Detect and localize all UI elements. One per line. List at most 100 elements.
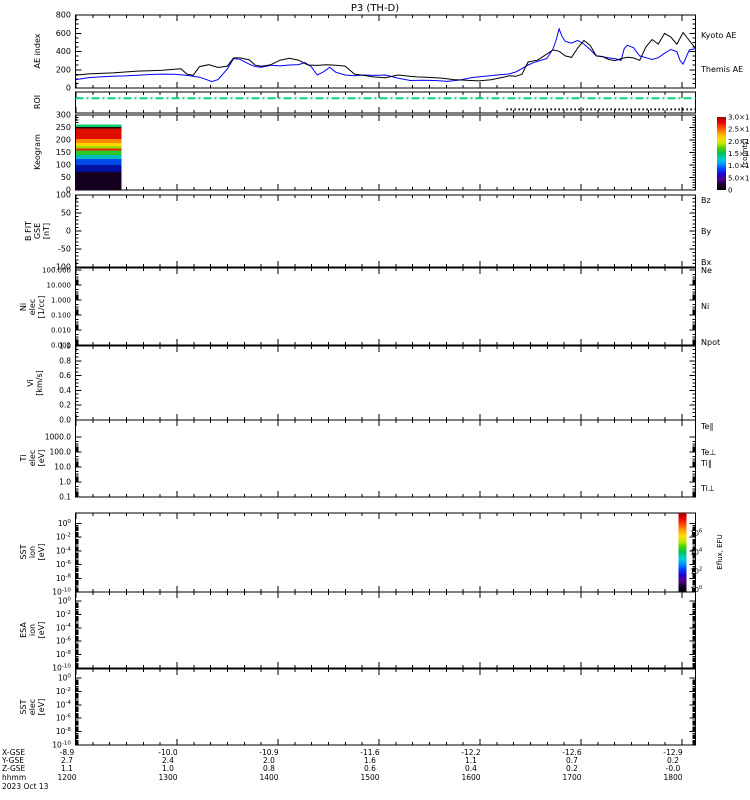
axis-title-ni-line3: [1/cc] bbox=[37, 296, 46, 319]
xaxis-value-hhmm: 1400 bbox=[259, 773, 278, 782]
ytick-label-esa-ion: 10-6 bbox=[56, 637, 72, 646]
ytick-label-sst-ion: 10-4 bbox=[56, 546, 72, 555]
panel-sst-ion bbox=[75, 512, 696, 593]
keogram-colorbar-tick: 5.0×103 bbox=[728, 173, 750, 182]
ytick-label-keogram: 250 bbox=[56, 123, 71, 132]
ytick-label-ni-density: 0.100 bbox=[51, 312, 71, 320]
ytick-label-sst-elec: 10-4 bbox=[56, 700, 72, 709]
xaxis-value-hhmm: 1700 bbox=[562, 773, 581, 782]
axis-title-sst-elec-line1: SST bbox=[19, 699, 28, 714]
axis-title-vi-line1: Vi bbox=[26, 379, 35, 387]
ytick-label-ni-density: 100.000 bbox=[42, 267, 71, 275]
ytick-label-sst-elec: 10-6 bbox=[56, 714, 72, 723]
keogram-colorbar-tick: 2.0×104 bbox=[728, 137, 750, 146]
ytick-label-ae-index: 0 bbox=[66, 84, 71, 93]
xaxis-value-hhmm: 1600 bbox=[461, 773, 480, 782]
panel-ae-index bbox=[75, 14, 696, 89]
ytick-label-vi-velocity: 0.8 bbox=[59, 356, 71, 365]
xaxis-value-y-gse: 1.6 bbox=[364, 756, 376, 765]
xaxis-value-hhmm: 1300 bbox=[158, 773, 177, 782]
sst-colorbar-tick: 104 bbox=[690, 548, 703, 557]
ytick-label-keogram: 100 bbox=[56, 161, 71, 170]
xaxis-value-z-gse: 1.0 bbox=[162, 764, 174, 773]
ytick-label-ti-temperature: 10.0 bbox=[54, 463, 71, 472]
axis-title-vi-line2: [km/s] bbox=[35, 370, 44, 396]
legend-te-par: Te∥ bbox=[700, 422, 713, 431]
ytick-label-esa-ion: 10-8 bbox=[56, 650, 72, 659]
axis-title-ti-line3: [eV] bbox=[37, 450, 46, 467]
ytick-label-sst-ion: 10-10 bbox=[52, 587, 71, 596]
sst-colorbar-tick: 102 bbox=[690, 567, 702, 576]
panel-ti-temperature bbox=[75, 419, 696, 498]
ytick-label-sst-elec: 10-8 bbox=[56, 727, 72, 736]
xaxis-value-x-gse: -10.0 bbox=[158, 748, 178, 757]
ytick-label-keogram: 50 bbox=[61, 173, 71, 182]
ytick-label-b-fit-gse: 100 bbox=[56, 191, 71, 200]
keogram-band bbox=[76, 142, 122, 146]
xaxis-row-label-zgse: Z-GSE bbox=[2, 764, 26, 773]
axis-title-sst-elec-line2: elec bbox=[28, 699, 37, 715]
series-themis-ae bbox=[75, 31, 696, 82]
series-kyoto-ae bbox=[75, 27, 696, 83]
keogram-colorbar-tick: 1.0×104 bbox=[728, 161, 750, 170]
legend-te-perp: Te⊥ bbox=[700, 448, 716, 457]
ytick-label-keogram: 150 bbox=[56, 148, 71, 157]
ytick-label-b-fit-gse: 50 bbox=[61, 209, 71, 218]
axis-title-ae-index: AE index bbox=[33, 33, 42, 68]
ae-index-series bbox=[75, 27, 696, 83]
ytick-label-ae-index: 400 bbox=[56, 47, 71, 56]
ytick-label-vi-velocity: 0.4 bbox=[59, 386, 71, 395]
axis-title-sst-elec-line3: [eV] bbox=[37, 699, 46, 716]
axis-title-ni-line2: elec bbox=[28, 299, 37, 315]
axis-title-ti-line1: Ti bbox=[19, 455, 28, 463]
xaxis-value-z-gse: 0.2 bbox=[566, 764, 578, 773]
ytick-label-keogram: 300 bbox=[56, 111, 71, 120]
ytick-label-ae-index: 600 bbox=[56, 29, 71, 38]
ytick-label-b-fit-gse: 0 bbox=[66, 227, 71, 236]
ytick-label-esa-ion: 10-4 bbox=[56, 623, 72, 632]
ytick-label-keogram: 0 bbox=[66, 186, 71, 195]
xaxis-value-z-gse: 0.6 bbox=[364, 764, 376, 773]
xaxis-value-hhmm: 1200 bbox=[57, 773, 76, 782]
keogram-band bbox=[76, 139, 122, 143]
ytick-label-sst-ion: 10-8 bbox=[56, 574, 72, 583]
xaxis-value-y-gse: 2.7 bbox=[61, 756, 73, 765]
keogram-band bbox=[76, 148, 122, 151]
ytick-label-ni-density: 0.010 bbox=[51, 327, 71, 335]
xaxis-value-x-gse: -10.9 bbox=[259, 748, 279, 757]
keogram-band bbox=[76, 127, 122, 129]
xaxis-value-y-gse: 0.2 bbox=[667, 756, 679, 765]
keogram-band bbox=[76, 150, 122, 155]
keogram-image bbox=[76, 124, 122, 190]
panel-esa-ion bbox=[75, 591, 696, 669]
keogram-band bbox=[76, 172, 122, 190]
panel-vi-velocity bbox=[75, 345, 696, 421]
axis-title-sst-ion-line3: [eV] bbox=[37, 544, 46, 561]
ytick-label-vi-velocity: 0.6 bbox=[59, 371, 71, 380]
xaxis-value-y-gse: 0.7 bbox=[566, 756, 578, 765]
axis-title-bfit-line2: GSE bbox=[33, 223, 42, 239]
xaxis-value-y-gse: 1.1 bbox=[465, 756, 477, 765]
legend-bz: Bz bbox=[701, 196, 711, 205]
legend-bx: Bx bbox=[701, 258, 711, 267]
ytick-label-ae-index: 800 bbox=[56, 11, 71, 20]
keogram-colorbar bbox=[717, 117, 726, 190]
xaxis-value-hhmm: 1500 bbox=[360, 773, 379, 782]
ytick-label-ti-temperature: 1.0 bbox=[59, 478, 71, 487]
ytick-label-sst-ion: 100 bbox=[58, 519, 72, 528]
xaxis-value-z-gse: -0.0 bbox=[666, 764, 681, 773]
xaxis-value-x-gse: -11.6 bbox=[360, 748, 380, 757]
ytick-label-ti-temperature: 100.0 bbox=[50, 448, 72, 457]
keogram-colorbar-tick: 0 bbox=[728, 187, 732, 195]
axis-title-roi: ROI bbox=[33, 95, 42, 109]
xaxis-value-hhmm: 1800 bbox=[663, 773, 682, 782]
ytick-label-esa-ion: 10-10 bbox=[52, 663, 71, 672]
xaxis-value-x-gse: -8.9 bbox=[60, 748, 75, 757]
ytick-label-keogram: 200 bbox=[56, 136, 71, 145]
keogram-band bbox=[76, 128, 122, 139]
ytick-label-sst-ion: 10-2 bbox=[56, 533, 71, 542]
keogram-colorbar-tick: 3.0×104 bbox=[728, 113, 750, 122]
ytick-label-vi-velocity: 0.2 bbox=[59, 401, 71, 410]
